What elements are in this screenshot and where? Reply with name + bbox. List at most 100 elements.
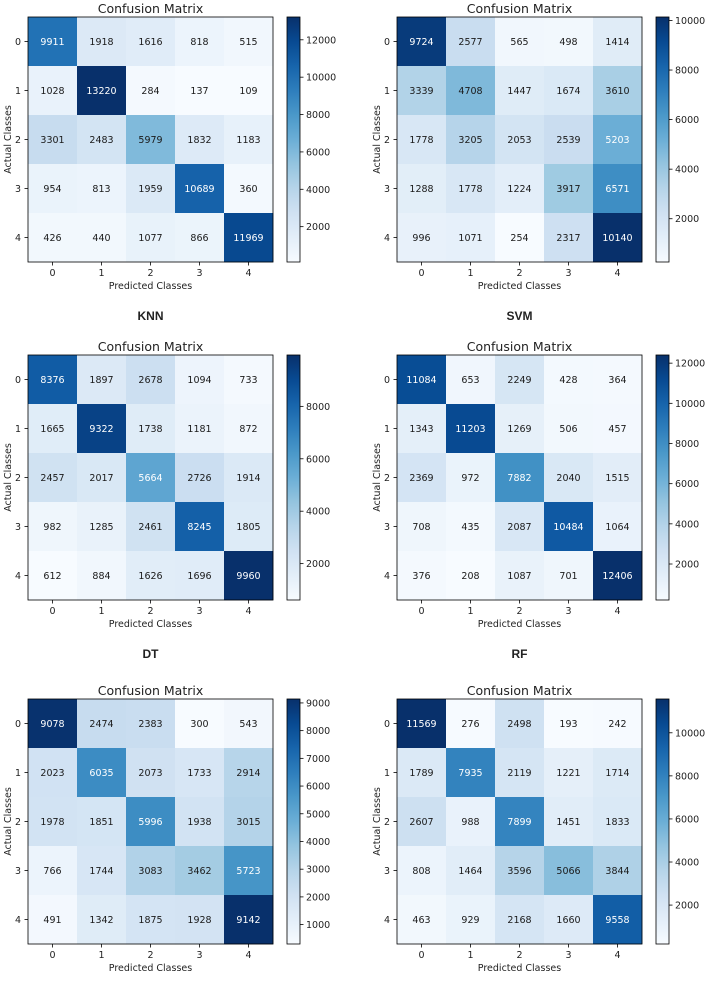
y-tick-label: 2 — [384, 817, 390, 828]
cell-value-label: 1978 — [40, 817, 64, 828]
heatmap-cell — [495, 846, 545, 896]
x-tick-label: 4 — [245, 950, 251, 961]
heatmap-cell — [28, 748, 78, 798]
cell-value-label: 515 — [239, 37, 257, 48]
y-tick-label: 2 — [384, 135, 390, 146]
heatmap-cell — [544, 404, 594, 454]
cell-value-label: 1778 — [409, 135, 433, 146]
x-tick-label: 4 — [614, 268, 620, 279]
cell-value-label: 3596 — [507, 866, 531, 877]
x-tick-label: 1 — [98, 268, 104, 279]
heatmap-cell — [175, 66, 225, 116]
cell-value-label: 701 — [559, 571, 577, 582]
colorbar-tick-label: 2000 — [306, 892, 330, 903]
chart-title: Confusion Matrix — [98, 683, 204, 698]
cell-value-label: 4708 — [458, 86, 482, 97]
heatmap-cell — [593, 115, 643, 165]
cell-value-label: 1077 — [138, 233, 162, 244]
cell-value-label: 435 — [461, 522, 479, 533]
heatmap-cell — [224, 699, 274, 749]
cell-value-label: 1181 — [187, 424, 211, 435]
cell-value-label: 5203 — [605, 135, 629, 146]
x-tick-label: 4 — [614, 606, 620, 617]
heatmap-cell — [446, 213, 496, 263]
cell-value-label: 9911 — [40, 37, 64, 48]
heatmap-cell — [544, 748, 594, 798]
cell-value-label: 9322 — [89, 424, 113, 435]
cell-value-label: 300 — [190, 719, 208, 730]
heatmap-cell — [544, 551, 594, 601]
cell-value-label: 1087 — [507, 571, 531, 582]
heatmap-cell — [126, 551, 176, 601]
heatmap-cell — [28, 17, 78, 67]
cell-value-label: 1733 — [187, 768, 211, 779]
cell-value-label: 2369 — [409, 473, 433, 484]
heatmap-cell — [175, 502, 225, 552]
heatmap-cell — [224, 502, 274, 552]
cell-value-label: 929 — [461, 915, 479, 926]
heatmap-cell — [446, 551, 496, 601]
cell-value-label: 7899 — [507, 817, 531, 828]
cell-value-label: 1288 — [409, 184, 433, 195]
confusion-matrix-panel-dt: Confusion Matrix 8376 1897 2678 1094 733 1665 9… — [3, 339, 330, 661]
cell-value-label: 2053 — [507, 135, 531, 146]
cell-value-label: 1447 — [507, 86, 531, 97]
heatmap-cell — [175, 453, 225, 503]
x-tick-label: 0 — [418, 268, 424, 279]
heatmap-cell — [544, 699, 594, 749]
y-tick-label: 4 — [384, 233, 390, 244]
heatmap-cell — [397, 164, 447, 214]
colorbar-tick-label: 3000 — [306, 865, 330, 876]
cell-value-label: 2317 — [556, 233, 580, 244]
heatmap-cell — [446, 895, 496, 945]
y-tick-label: 1 — [384, 424, 390, 435]
colorbar-tick-label: 1000 — [306, 920, 330, 931]
heatmap-cell — [126, 453, 176, 503]
cell-value-label: 3015 — [236, 817, 260, 828]
x-tick-label: 2 — [147, 606, 153, 617]
cell-value-label: 1805 — [236, 522, 260, 533]
cell-value-label: 13220 — [86, 86, 116, 97]
cell-value-label: 3844 — [605, 866, 629, 877]
x-tick-label: 2 — [516, 950, 522, 961]
y-axis-label: Actual Classes — [372, 443, 383, 512]
y-tick-label: 1 — [384, 86, 390, 97]
cell-value-label: 2474 — [89, 719, 113, 730]
colorbar-tick-label: 2000 — [306, 222, 330, 233]
colorbar — [655, 354, 670, 601]
cell-value-label: 1342 — [89, 915, 113, 926]
heatmap-cell — [397, 895, 447, 945]
y-tick-label: 3 — [15, 522, 21, 533]
colorbar-tick-label: 10000 — [675, 16, 705, 27]
cell-value-label: 2017 — [89, 473, 113, 484]
cell-value-label: 1221 — [556, 768, 580, 779]
cell-value-label: 360 — [239, 184, 257, 195]
heatmap-cell — [446, 17, 496, 67]
cell-value-label: 11969 — [233, 233, 263, 244]
colorbar-tick-label: 8000 — [675, 439, 699, 450]
colorbar-tick-label: 4000 — [306, 837, 330, 848]
cell-value-label: 3339 — [409, 86, 433, 97]
cell-value-label: 2607 — [409, 817, 433, 828]
cell-value-label: 2498 — [507, 719, 531, 730]
model-caption: DT — [143, 647, 160, 661]
cell-value-label: 1269 — [507, 424, 531, 435]
heatmap-cell — [175, 17, 225, 67]
cell-value-label: 364 — [608, 375, 626, 386]
cell-value-label: 2040 — [556, 473, 580, 484]
x-tick-label: 4 — [245, 606, 251, 617]
heatmap-cell — [593, 404, 643, 454]
heatmap-cell — [495, 699, 545, 749]
heatmap-cell — [495, 797, 545, 847]
heatmap-cell — [175, 748, 225, 798]
cell-value-label: 1778 — [458, 184, 482, 195]
x-axis-label: Predicted Classes — [109, 281, 192, 292]
cell-value-label: 3462 — [187, 866, 211, 877]
cell-value-label: 428 — [559, 375, 577, 386]
heatmap-cell — [224, 115, 274, 165]
heatmap-cell — [544, 895, 594, 945]
colorbar-tick-label: 10000 — [675, 399, 705, 410]
heatmap-cell — [495, 17, 545, 67]
